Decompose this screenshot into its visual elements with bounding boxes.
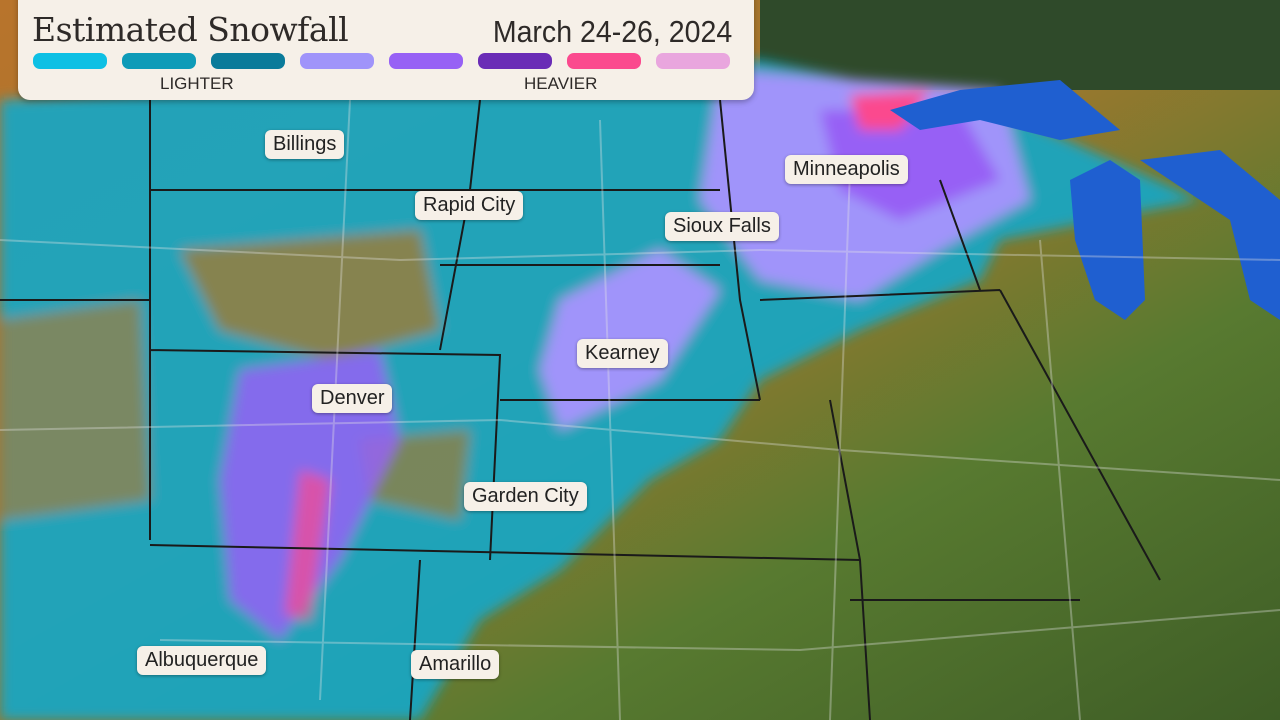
snowfall-overlay bbox=[0, 60, 1200, 720]
legend-swatch-2 bbox=[122, 53, 196, 69]
city-label-albuquerque: Albuquerque bbox=[137, 646, 267, 675]
city-label-amarillo: Amarillo bbox=[411, 650, 500, 679]
highways bbox=[0, 99, 1280, 720]
city-label-rapid-city: Rapid City bbox=[415, 191, 524, 220]
lake-huron bbox=[1140, 150, 1280, 320]
legend-swatch-7 bbox=[567, 53, 641, 69]
legend-date: March 24-26, 2024 bbox=[492, 14, 732, 49]
legend-swatch-8 bbox=[656, 53, 730, 69]
legend-title: Estimated Snowfall bbox=[32, 10, 349, 49]
legend-swatch-3 bbox=[211, 53, 285, 69]
state-borders bbox=[0, 99, 1161, 720]
lake-michigan bbox=[1070, 160, 1145, 320]
lake-superior bbox=[890, 80, 1120, 140]
canada-land bbox=[760, 0, 1280, 90]
city-label-garden-city: Garden City bbox=[464, 482, 587, 511]
city-label-minneapolis: Minneapolis bbox=[785, 155, 908, 184]
legend-scale bbox=[33, 53, 730, 69]
legend-heavier-label: HEAVIER bbox=[524, 74, 598, 93]
legend-swatch-5 bbox=[389, 53, 463, 69]
legend-lighter-label: LIGHTER bbox=[160, 74, 234, 93]
legend-swatch-1 bbox=[33, 53, 107, 69]
legend-swatch-4 bbox=[300, 53, 374, 69]
legend-swatch-6 bbox=[478, 53, 552, 69]
city-label-billings: Billings bbox=[265, 130, 345, 159]
city-label-sioux-falls: Sioux Falls bbox=[665, 212, 779, 241]
legend-panel: Estimated Snowfall March 24-26, 2024 LIG… bbox=[18, 0, 754, 100]
city-label-denver: Denver bbox=[312, 384, 393, 413]
city-label-kearney: Kearney bbox=[577, 339, 668, 368]
